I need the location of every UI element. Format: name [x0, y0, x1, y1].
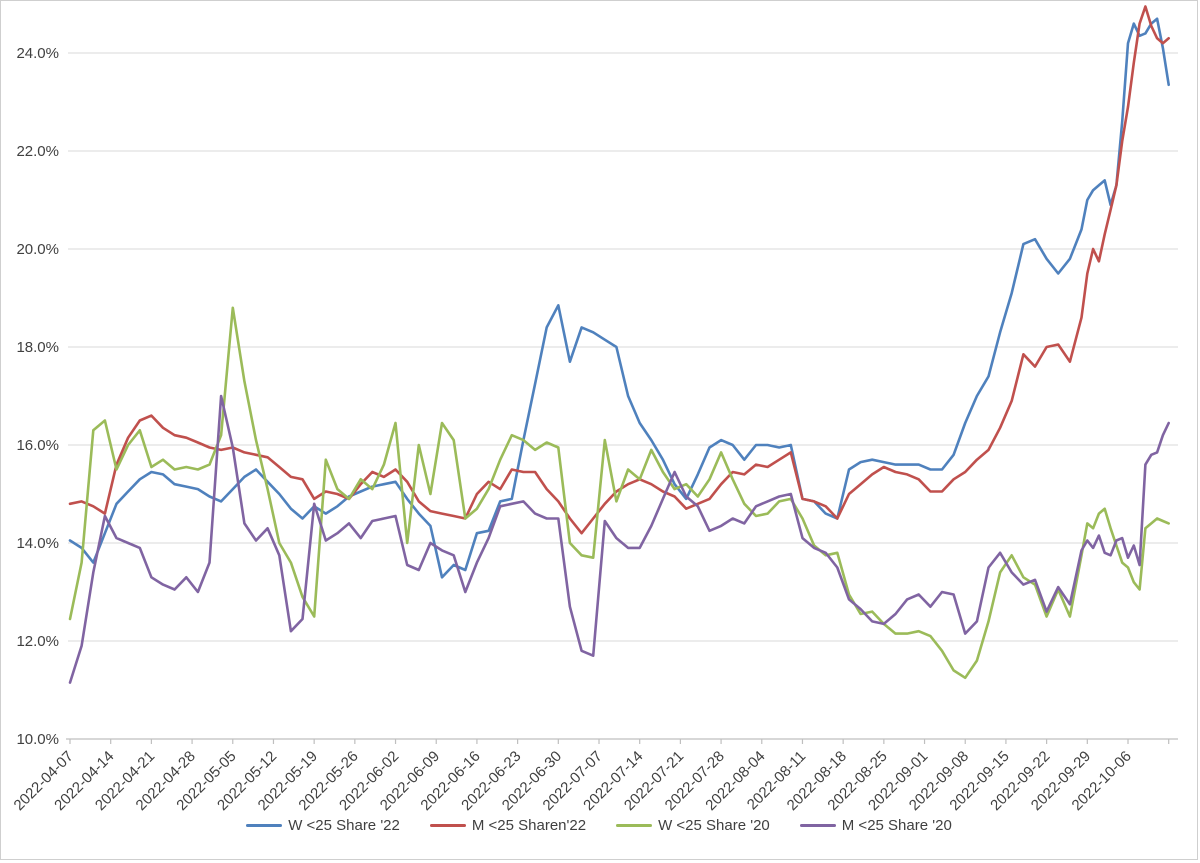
gridlines [68, 52, 1178, 740]
y-axis-tick-label: 22.0% [16, 143, 59, 160]
x-axis [66, 738, 1178, 744]
legend-item: W <25 Share '20 [616, 817, 770, 834]
y-axis-labels: 10.0% 12.0% 14.0% 16.0% 18.0% 20.0% 22.0% 24.0% [16, 45, 59, 748]
series-line-w-25-share-22 [68, 17, 1170, 579]
y-axis-tick-label: 16.0% [16, 437, 59, 454]
legend-label: M <25 Share '20 [841, 817, 952, 834]
legend-line-swatch-icon [799, 824, 836, 827]
y-axis-tick-label: 18.0% [16, 339, 59, 356]
x-axis-labels: 2022-04-072022-04-142022-04-212022-04-28… [11, 748, 1135, 814]
legend-item: M <25 Sharen'22 [429, 817, 587, 834]
legend-line-swatch-icon [246, 824, 283, 827]
legend-label: M <25 Sharen'22 [471, 817, 587, 834]
legend-label: W <25 Share '20 [658, 817, 770, 834]
legend-line-swatch-icon [429, 824, 466, 827]
chart-legend: W <25 Share '22 M <25 Sharen'22 W <25 Shar… [1, 817, 1197, 834]
series-line-m-25-sharen-22 [68, 5, 1170, 535]
legend-label: W <25 Share '22 [288, 817, 400, 834]
y-axis-tick-label: 24.0% [16, 45, 59, 62]
y-axis-tick-label: 14.0% [16, 535, 59, 552]
legend-item: W <25 Share '22 [246, 817, 400, 834]
legend-item: M <25 Share '20 [799, 817, 952, 834]
y-axis-tick-label: 10.0% [16, 731, 59, 748]
y-axis-tick-label: 20.0% [16, 241, 59, 258]
legend-line-swatch-icon [616, 824, 653, 827]
series-line-m-25-share-20 [68, 394, 1170, 684]
y-axis-tick-label: 12.0% [16, 633, 59, 650]
